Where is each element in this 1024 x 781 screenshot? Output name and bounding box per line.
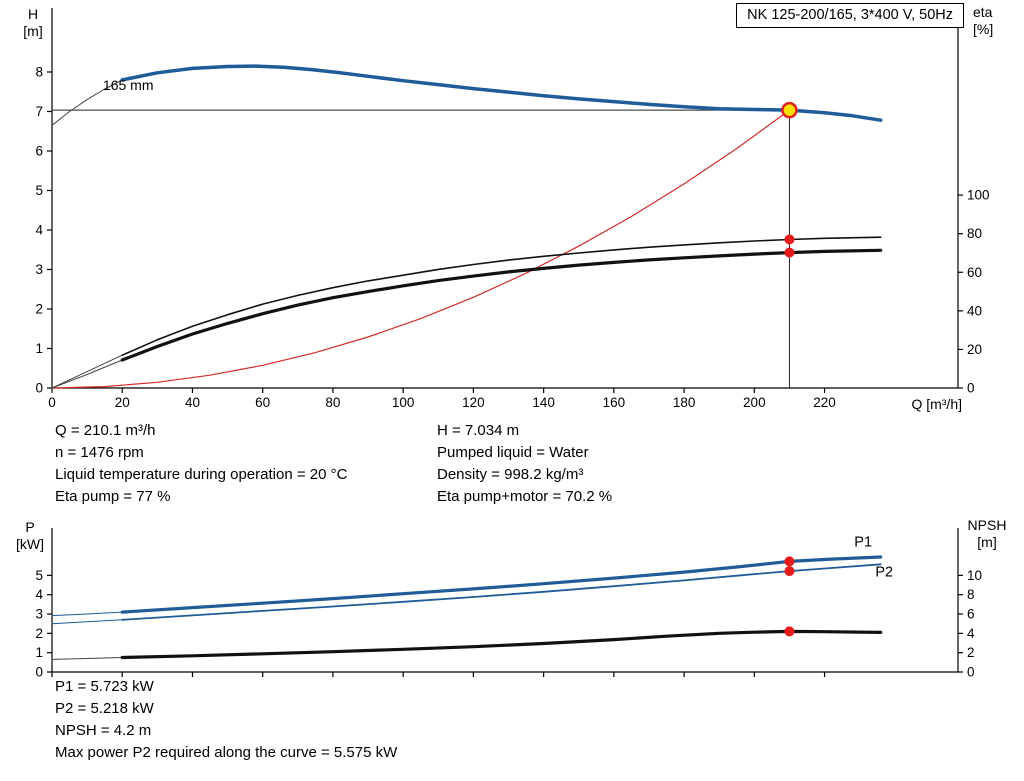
y-tick-label-left: 5	[35, 183, 43, 198]
y-tick-label-left: 0	[35, 665, 43, 680]
eta-pump-motor-curve	[120, 248, 883, 362]
q-axis-label: Q [m³/h]	[911, 396, 962, 412]
p1-curve	[120, 555, 883, 614]
p1-lead-in	[51, 611, 123, 617]
x-tick-label: 0	[48, 395, 56, 410]
y-tick-label-left: 4	[35, 222, 43, 237]
y-tick-label-right: 40	[967, 303, 982, 318]
duty-info-right-column: H = 7.034 m Pumped liquid = Water Densit…	[437, 420, 612, 508]
x-tick-label: 140	[532, 395, 555, 410]
x-tick-label: 60	[255, 395, 270, 410]
y-tick-label-left: 3	[35, 607, 43, 622]
npsh-lead-in	[51, 657, 123, 660]
y-tick-label-left: 2	[35, 301, 43, 316]
y-tick-label-right: 20	[967, 342, 982, 357]
p-axis-label: P [kW]	[16, 519, 44, 552]
info-p2: P2 = 5.218 kW	[55, 700, 154, 717]
p1-curve-label: P1	[854, 534, 872, 550]
x-tick-label: 220	[813, 395, 836, 410]
info-liquid-temperature: Liquid temperature during operation = 20…	[55, 466, 348, 483]
eta-axis-label: eta [%]	[973, 4, 994, 37]
x-tick-label: 40	[185, 395, 200, 410]
p2-curve	[121, 563, 882, 621]
duty-point	[781, 101, 798, 119]
info-p1: P1 = 5.723 kW	[55, 678, 154, 695]
y-tick-label-right: 8	[967, 587, 975, 602]
x-tick-label: 200	[743, 395, 766, 410]
eta-pump-motor-lead-in	[51, 359, 123, 389]
y-tick-label-left: 4	[35, 587, 43, 602]
p2-lead-in	[51, 619, 123, 625]
info-head: H = 7.034 m	[437, 422, 520, 439]
eta-pump-motor-point	[784, 247, 795, 258]
duty-info-left-column: Q = 210.1 m³/h n = 1476 rpm Liquid tempe…	[55, 420, 347, 508]
y-tick-label-left: 6	[35, 143, 43, 158]
qh-eta-chart: 0 20 40 60 80 100 120 140 160 180 200 2200123456780…	[35, 8, 990, 410]
y-tick-label-left: 7	[35, 104, 43, 119]
x-tick-label: 80	[325, 395, 340, 410]
y-tick-label-left: 1	[35, 341, 43, 356]
x-tick-label: 180	[673, 395, 696, 410]
info-speed: n = 1476 rpm	[55, 444, 144, 461]
y-tick-label-right: 60	[967, 265, 982, 280]
x-tick-label: 160	[603, 395, 626, 410]
y-tick-label-right: 10	[967, 568, 982, 583]
x-tick-label: 120	[462, 395, 485, 410]
info-npsh: NPSH = 4.2 m	[55, 722, 152, 739]
info-density: Density = 998.2 kg/m³	[437, 466, 584, 483]
y-tick-label-right: 80	[967, 226, 982, 241]
p1-duty-point	[784, 556, 795, 567]
info-eta-pump: Eta pump = 77 %	[55, 488, 171, 505]
npsh-axis-label: NPSH [m]	[967, 517, 1007, 550]
x-tick-label: 20	[115, 395, 130, 410]
y-tick-label-left: 0	[35, 381, 43, 396]
power-info-column: P1 = 5.723 kW P2 = 5.218 kW NPSH = 4.2 m…	[55, 676, 397, 764]
x-tick-label: 100	[392, 395, 415, 410]
pump-model-title-box: NK 125-200/165, 3*400 V, 50Hz	[736, 3, 964, 28]
y-tick-label-right: 0	[967, 665, 975, 680]
p2-curve-label: P2	[875, 564, 893, 580]
eta-pump-curve	[121, 236, 882, 357]
y-tick-label-left: 3	[35, 262, 43, 277]
eta-pump-lead-in	[51, 354, 123, 389]
h-axis-label: H [m]	[23, 6, 43, 39]
qh-curve-165mm	[120, 64, 883, 122]
y-tick-label-right: 0	[967, 381, 975, 396]
y-tick-label-left: 5	[35, 568, 43, 583]
y-tick-label-left: 1	[35, 645, 43, 660]
y-tick-label-left: 8	[35, 64, 43, 79]
impeller-diameter-label: 165 mm	[103, 77, 154, 93]
npsh-curve	[120, 629, 883, 660]
info-max-power: Max power P2 required along the curve = …	[55, 744, 398, 761]
y-tick-label-right: 4	[967, 626, 975, 641]
p2-duty-point	[784, 566, 795, 577]
y-tick-label-left: 2	[35, 626, 43, 641]
qh-curve-lead-in	[51, 79, 123, 126]
info-eta-pump-motor: Eta pump+motor = 70.2 %	[437, 488, 613, 505]
system-curve	[51, 109, 791, 389]
info-flow: Q = 210.1 m³/h	[55, 422, 156, 439]
eta-pump-point	[784, 234, 795, 245]
y-tick-label-right: 2	[967, 645, 975, 660]
y-tick-label-right: 6	[967, 607, 975, 622]
y-tick-label-right: 100	[967, 188, 990, 203]
info-pumped-liquid: Pumped liquid = Water	[437, 444, 589, 461]
npsh-duty-point	[784, 626, 795, 637]
